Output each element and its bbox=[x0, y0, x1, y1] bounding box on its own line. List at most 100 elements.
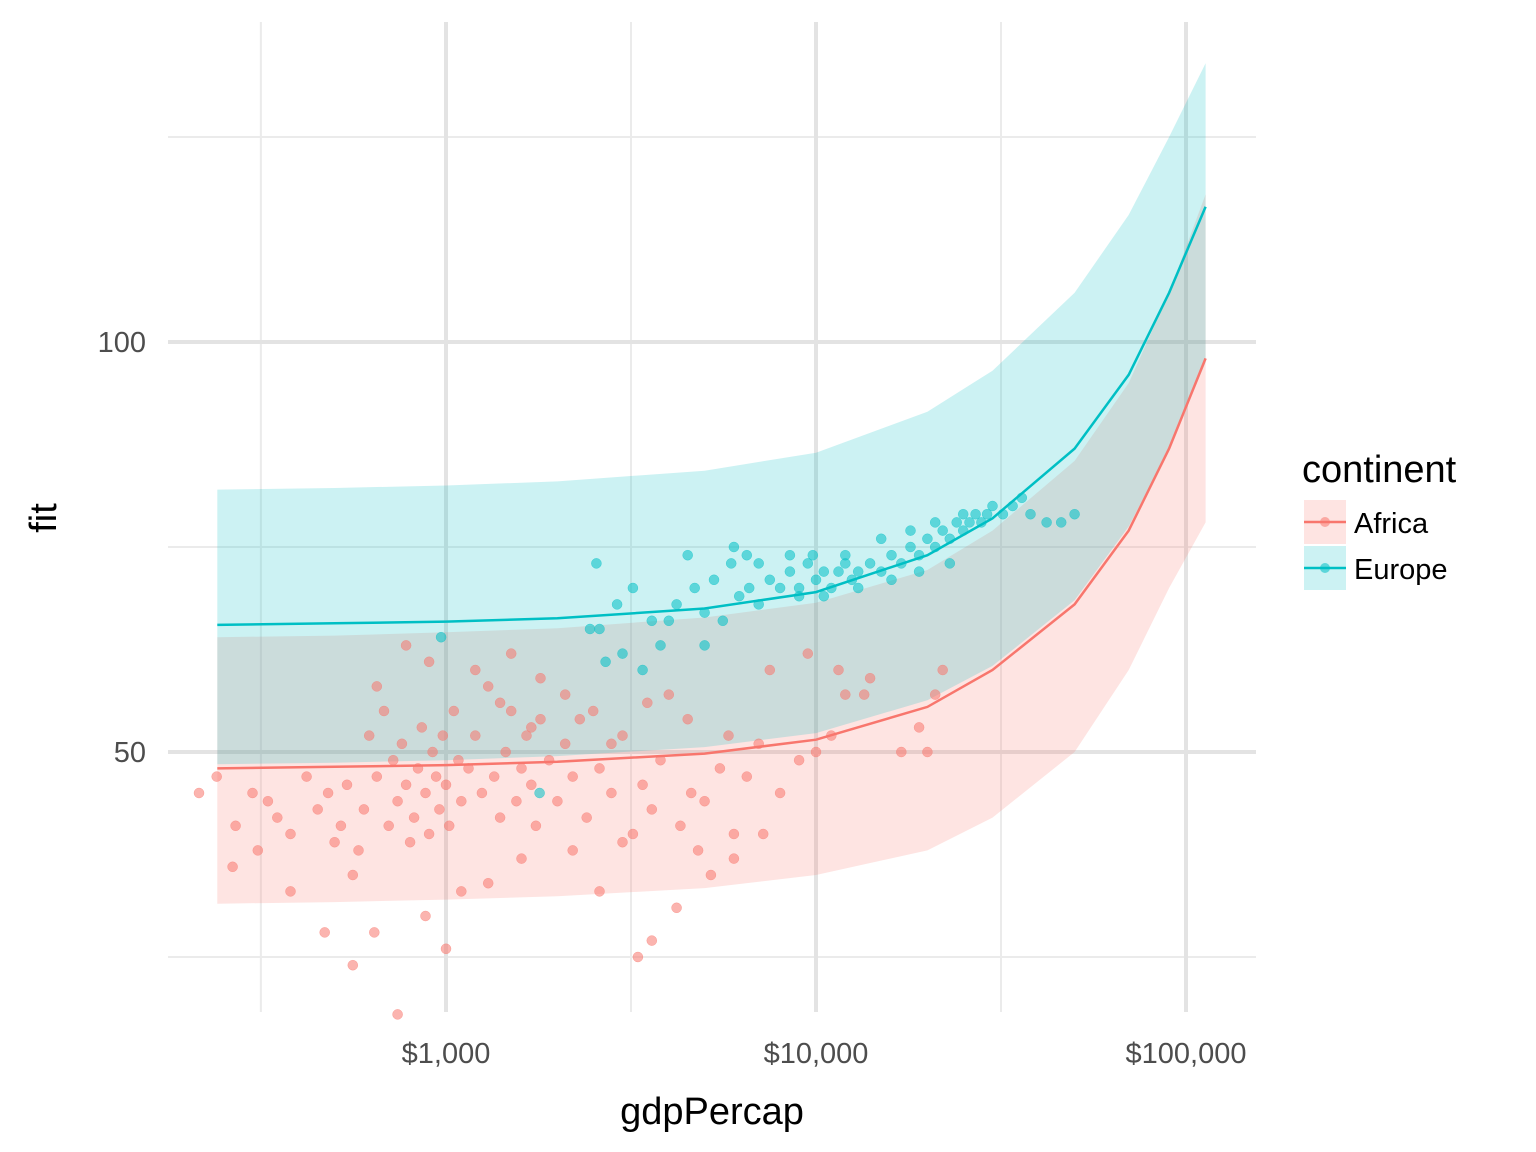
point-africa bbox=[802, 648, 814, 659]
point-europe bbox=[818, 566, 830, 577]
point-africa bbox=[404, 836, 416, 848]
point-europe bbox=[970, 508, 981, 520]
point-europe bbox=[733, 590, 745, 602]
point-africa bbox=[574, 713, 586, 725]
point-africa bbox=[470, 730, 481, 741]
point-africa bbox=[552, 795, 563, 807]
point-africa bbox=[482, 681, 494, 692]
point-africa bbox=[864, 672, 876, 684]
point-africa bbox=[353, 845, 364, 856]
point-africa bbox=[500, 746, 511, 758]
point-europe bbox=[937, 525, 948, 536]
point-africa bbox=[494, 812, 506, 823]
x-tick-label: $10,000 bbox=[764, 1038, 869, 1070]
point-africa bbox=[505, 648, 517, 659]
point-europe bbox=[717, 615, 729, 627]
legend: continent Africa Europe bbox=[1302, 449, 1457, 590]
point-europe bbox=[922, 533, 933, 545]
point-africa bbox=[252, 845, 264, 856]
point-europe bbox=[810, 574, 822, 586]
point-africa bbox=[227, 861, 238, 873]
point-europe bbox=[594, 623, 605, 635]
point-africa bbox=[329, 836, 340, 848]
point-europe bbox=[699, 640, 710, 651]
point-europe bbox=[807, 549, 819, 561]
ribbon-europe bbox=[217, 63, 1206, 765]
point-europe bbox=[1055, 517, 1067, 528]
point-africa bbox=[840, 689, 851, 700]
point-europe bbox=[852, 582, 864, 594]
point-africa bbox=[371, 771, 383, 782]
point-africa bbox=[913, 722, 925, 733]
point-europe bbox=[886, 574, 897, 586]
point-europe bbox=[964, 517, 975, 528]
point-africa bbox=[526, 722, 537, 733]
point-europe bbox=[864, 558, 876, 569]
point-europe bbox=[840, 549, 851, 561]
point-europe bbox=[929, 517, 941, 528]
point-africa bbox=[705, 869, 717, 881]
y-axis-title: fit bbox=[23, 503, 65, 533]
point-africa bbox=[312, 804, 323, 815]
point-europe bbox=[584, 623, 596, 635]
point-africa bbox=[632, 951, 644, 963]
point-africa bbox=[392, 795, 403, 807]
point-europe bbox=[957, 508, 969, 520]
point-europe bbox=[671, 599, 682, 610]
point-europe bbox=[611, 599, 623, 610]
point-africa bbox=[387, 754, 399, 766]
point-africa bbox=[833, 664, 844, 676]
y-tick-label: 100 bbox=[98, 327, 146, 359]
point-africa bbox=[423, 656, 435, 668]
legend-label-europe: Europe bbox=[1354, 554, 1448, 586]
point-africa bbox=[675, 820, 686, 832]
point-europe bbox=[728, 541, 740, 553]
point-europe bbox=[646, 615, 658, 627]
point-africa bbox=[723, 730, 734, 741]
point-africa bbox=[617, 836, 628, 848]
fit-line-europe bbox=[217, 206, 1207, 627]
point-africa bbox=[516, 853, 527, 864]
point-europe bbox=[1069, 508, 1080, 520]
point-europe bbox=[1041, 517, 1052, 528]
point-africa bbox=[358, 804, 370, 815]
point-africa bbox=[535, 713, 546, 725]
point-europe bbox=[534, 787, 545, 799]
point-europe bbox=[743, 582, 755, 594]
point-europe bbox=[905, 541, 916, 553]
point-africa bbox=[285, 828, 296, 840]
point-africa bbox=[272, 812, 283, 823]
point-africa bbox=[559, 689, 571, 700]
point-africa bbox=[516, 763, 527, 774]
point-africa bbox=[521, 730, 532, 741]
point-africa bbox=[437, 730, 449, 741]
point-africa bbox=[543, 754, 555, 766]
point-europe bbox=[944, 558, 956, 569]
point-africa bbox=[470, 664, 481, 676]
point-africa bbox=[371, 681, 383, 692]
fit-line-africa bbox=[217, 357, 1207, 770]
point-africa bbox=[567, 771, 578, 782]
point-africa bbox=[858, 689, 870, 700]
point-africa bbox=[511, 795, 522, 807]
point-africa bbox=[646, 804, 658, 815]
point-europe bbox=[951, 517, 962, 528]
point-africa bbox=[262, 795, 274, 807]
point-africa bbox=[567, 845, 578, 856]
point-africa bbox=[757, 828, 769, 840]
point-europe bbox=[981, 508, 993, 520]
point-africa bbox=[741, 771, 753, 782]
point-africa bbox=[774, 787, 786, 799]
point-europe bbox=[663, 615, 675, 627]
point-africa bbox=[810, 746, 822, 758]
point-africa bbox=[937, 664, 948, 676]
point-africa bbox=[642, 697, 653, 709]
legend-key-point-europe bbox=[1320, 563, 1330, 573]
point-africa bbox=[793, 754, 805, 766]
point-africa bbox=[443, 820, 455, 832]
point-africa bbox=[456, 886, 467, 897]
point-africa bbox=[408, 812, 420, 823]
point-africa bbox=[363, 730, 375, 741]
point-africa bbox=[416, 722, 428, 733]
